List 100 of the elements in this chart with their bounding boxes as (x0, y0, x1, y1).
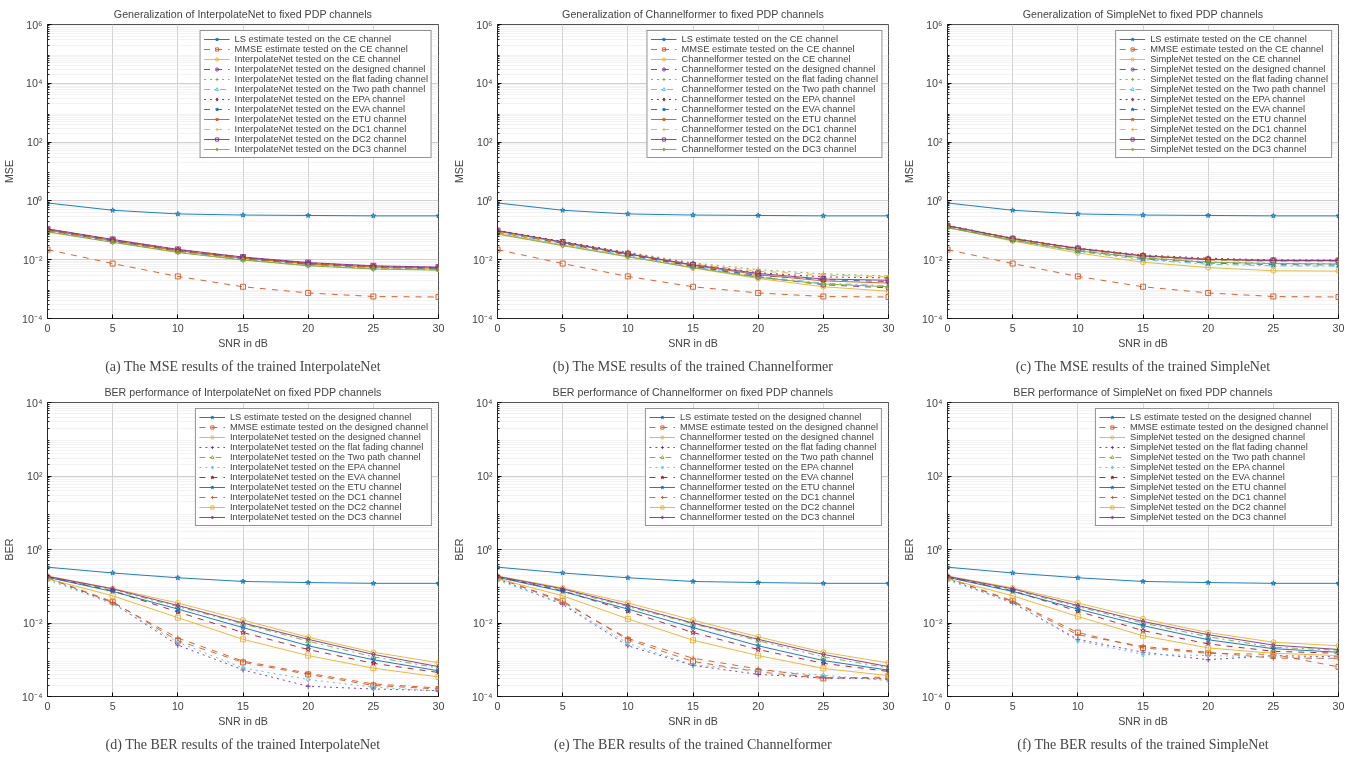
legend-label: SimpleNet tested on the DC3 channel (1129, 512, 1286, 522)
x-tick-label: 20 (752, 699, 765, 712)
x-axis-title: SNR in dB (668, 714, 718, 727)
legend-label: InterpolateNet tested on the CE channel (234, 54, 401, 64)
legend-label: Channelformer tested on the EPA channel (679, 462, 854, 472)
text: (a) The MSE results of the trained InterpolateNet (105, 358, 381, 375)
x-tick-label: 0 (494, 321, 501, 334)
legend-label: InterpolateNet tested on the Two path channel (229, 452, 421, 462)
y-tick-label: 10² (27, 136, 43, 149)
legend-label: InterpolateNet tested on the DC1 channel (229, 492, 402, 502)
x-tick-label: 30 (432, 321, 445, 334)
legend-label: InterpolateNet tested on the DC2 channel (234, 134, 407, 144)
x-tick-label: 10 (171, 321, 184, 334)
legend-label: SimpleNet tested on the DC1 channel (1150, 124, 1307, 134)
y-axis-title: MSE (453, 159, 466, 184)
text: (b) The MSE results of the trained Channelformer (552, 358, 834, 375)
legend-label: SimpleNet tested on the flat fading channel (1129, 442, 1308, 452)
x-tick-label: 30 (882, 321, 895, 334)
legend-label: Channelformer tested on the ETU channel (681, 114, 857, 124)
legend-label: InterpolateNet tested on the flat fading channel (229, 442, 424, 452)
y-tick-label: 10⁻² (23, 253, 43, 266)
legend-label: InterpolateNet tested on the DC3 channel (234, 144, 407, 154)
y-tick-label: 10⁻² (473, 253, 493, 266)
legend-label: SimpleNet tested on the EVA channel (1129, 472, 1285, 482)
legend-label: SimpleNet tested on the CE channel (1150, 54, 1301, 64)
x-tick-label: 5 (559, 321, 566, 334)
legend-label: SimpleNet tested on the DC1 channel (1129, 492, 1286, 502)
legend-label: LS estimate tested on the designed channel (229, 412, 412, 422)
legend-label: InterpolateNet tested on the EVA channel (229, 472, 401, 482)
legend-label: SimpleNet tested on the DC3 channel (1150, 144, 1307, 154)
y-tick-label: 10⁻⁴ (922, 690, 943, 703)
legend-label: MMSE estimate tested on the designed channel (1129, 422, 1328, 432)
chart-title: BER performance of SimpleNet on fixed PDP channels (1013, 385, 1273, 398)
y-tick-label: 10² (927, 136, 943, 149)
legend-label: Channelformer tested on the designed channel (681, 64, 876, 74)
y-tick-label: 10⁶ (926, 18, 943, 31)
x-tick-label: 25 (817, 321, 830, 334)
chart-title: BER performance of Channelformer on fixed PDP channels (552, 385, 834, 398)
legend-label: Channelformer tested on the DC1 channel (679, 492, 855, 502)
x-tick-label: 15 (1137, 321, 1149, 334)
x-tick-label: 5 (559, 699, 566, 712)
legend-label: InterpolateNet tested on the ETU channel (234, 114, 407, 124)
legend-label: Channelformer tested on the DC3 channel (681, 144, 857, 154)
y-tick-label: 10⁰ (26, 194, 43, 207)
legend-label: InterpolateNet tested on the designed channel (229, 432, 421, 442)
y-tick-label: 10⁻⁴ (22, 312, 43, 325)
legend-label: Channelformer tested on the DC2 channel (679, 502, 855, 512)
legend-label: InterpolateNet tested on the EPA channel (229, 462, 401, 472)
x-tick-label: 15 (687, 321, 699, 334)
y-tick-label: 10² (27, 470, 43, 482)
x-tick-label: 20 (752, 321, 765, 334)
y-tick-label: 10⁰ (476, 194, 493, 207)
x-tick-label: 30 (1332, 699, 1345, 712)
legend-label: Channelformer tested on the EVA channel (681, 104, 855, 114)
x-tick-label: 15 (237, 699, 249, 712)
legend-label: MMSE estimate tested on the CE channel (1150, 44, 1324, 54)
legend-label: LS estimate tested on the designed channel (1129, 412, 1312, 422)
x-tick-label: 20 (302, 321, 315, 334)
y-tick-label: 10⁴ (26, 396, 43, 409)
legend-label: MMSE estimate tested on the designed channel (679, 422, 878, 432)
x-tick-label: 25 (1267, 321, 1280, 334)
x-tick-label: 25 (817, 699, 830, 712)
text: (c) The MSE results of the trained SimpleNet (1015, 358, 1271, 375)
x-tick-label: 0 (44, 321, 51, 334)
y-tick-label: 10⁻² (923, 617, 943, 629)
legend-label: LS estimate tested on the CE channel (681, 34, 839, 44)
y-tick-label: 10⁻² (23, 617, 43, 629)
y-tick-label: 10⁻⁴ (472, 690, 493, 703)
legend-label: MMSE estimate tested on the designed channel (229, 422, 428, 432)
x-tick-label: 5 (1009, 321, 1016, 334)
legend-label: SimpleNet tested on the flat fading channel (1150, 74, 1328, 84)
y-tick-label: 10² (927, 470, 943, 482)
legend-label: Channelformer tested on the Two path channel (679, 452, 874, 462)
legend-label: Channelformer tested on the flat fading channel (679, 442, 877, 452)
y-tick-label: 10⁻⁴ (922, 312, 943, 325)
legend-label: SimpleNet tested on the EVA channel (1150, 104, 1306, 114)
legend-label: SimpleNet tested on the Two path channel (1129, 452, 1306, 462)
legend-label: InterpolateNet tested on the EVA channel (234, 104, 406, 114)
legend-label: SimpleNet tested on the designed channel (1129, 432, 1306, 442)
x-tick-label: 25 (367, 321, 380, 334)
x-tick-label: 5 (109, 321, 116, 334)
x-axis-title: SNR in dB (218, 714, 268, 727)
x-tick-label: 15 (687, 699, 699, 712)
y-axis-title: BER (3, 538, 16, 561)
x-tick-label: 30 (432, 699, 445, 712)
legend-label: SimpleNet tested on the DC2 channel (1150, 134, 1307, 144)
legend-label: InterpolateNet tested on the DC2 channel (229, 502, 402, 512)
x-axis-title: SNR in dB (668, 336, 718, 349)
legend-label: Channelformer tested on the DC2 channel (681, 134, 857, 144)
y-tick-label: 10⁻⁴ (22, 690, 43, 703)
y-tick-label: 10⁰ (926, 194, 943, 207)
legend-label: Channelformer tested on the ETU channel (679, 482, 855, 492)
x-tick-label: 30 (882, 699, 895, 712)
legend-label: InterpolateNet tested on the DC1 channel (234, 124, 407, 134)
y-tick-label: 10² (477, 136, 493, 149)
x-tick-label: 10 (621, 699, 634, 712)
legend-label: InterpolateNet tested on the flat fading channel (234, 74, 428, 84)
y-tick-label: 10⁶ (476, 18, 493, 31)
x-tick-label: 25 (367, 699, 380, 712)
x-axis-title: SNR in dB (1118, 336, 1168, 349)
